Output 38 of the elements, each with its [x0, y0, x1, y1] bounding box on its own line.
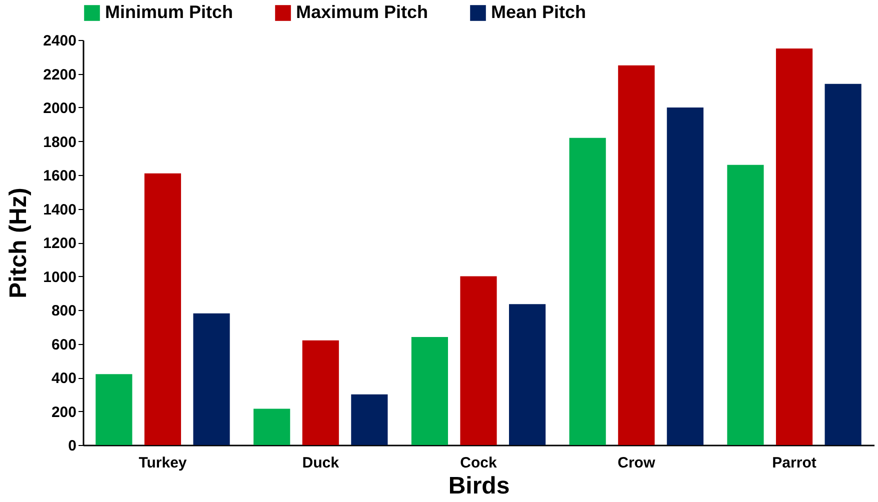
- bar: [144, 173, 182, 445]
- bar: [411, 337, 448, 445]
- y-tick-label: 1200: [43, 235, 76, 252]
- bar: [666, 108, 704, 445]
- x-tick-label: Turkey: [138, 454, 188, 472]
- y-tick-label: 1800: [43, 134, 76, 151]
- x-tick-label: Parrot: [772, 454, 816, 472]
- bar: [618, 65, 655, 445]
- y-tick-label: 1400: [43, 201, 76, 218]
- x-axis-title: Birds: [448, 472, 510, 500]
- y-tick-label: 2400: [43, 32, 76, 50]
- y-tick-label: 1600: [43, 168, 76, 184]
- legend-label: Mean Pitch: [491, 2, 586, 22]
- bar: [193, 313, 230, 445]
- y-axis-title: Pitch (Hz): [5, 188, 32, 298]
- bar: [776, 48, 813, 445]
- y-tick-label: 200: [51, 404, 76, 421]
- bar: [727, 164, 764, 445]
- y-tick-label: 400: [51, 370, 76, 387]
- y-tick-label: 600: [51, 336, 76, 354]
- y-tick-label: 0: [68, 438, 76, 454]
- bar: [254, 408, 290, 445]
- bar: [824, 84, 862, 445]
- bar: [460, 276, 497, 445]
- bar: [96, 374, 132, 445]
- bar: [302, 340, 339, 445]
- y-tick-label: 800: [51, 302, 76, 320]
- bar: [351, 394, 388, 445]
- legend-label: Maximum Pitch: [296, 2, 428, 22]
- x-tick-label: Crow: [618, 454, 656, 472]
- x-tick-label: Cock: [460, 454, 498, 472]
- y-tick-label: 2000: [43, 100, 76, 117]
- bar: [509, 304, 546, 445]
- x-tick-label: Duck: [302, 454, 340, 472]
- bar: [569, 138, 606, 445]
- y-tick-label: 1000: [43, 268, 76, 286]
- y-tick-label: 2200: [43, 66, 76, 84]
- legend-label: Minimum Pitch: [105, 2, 234, 22]
